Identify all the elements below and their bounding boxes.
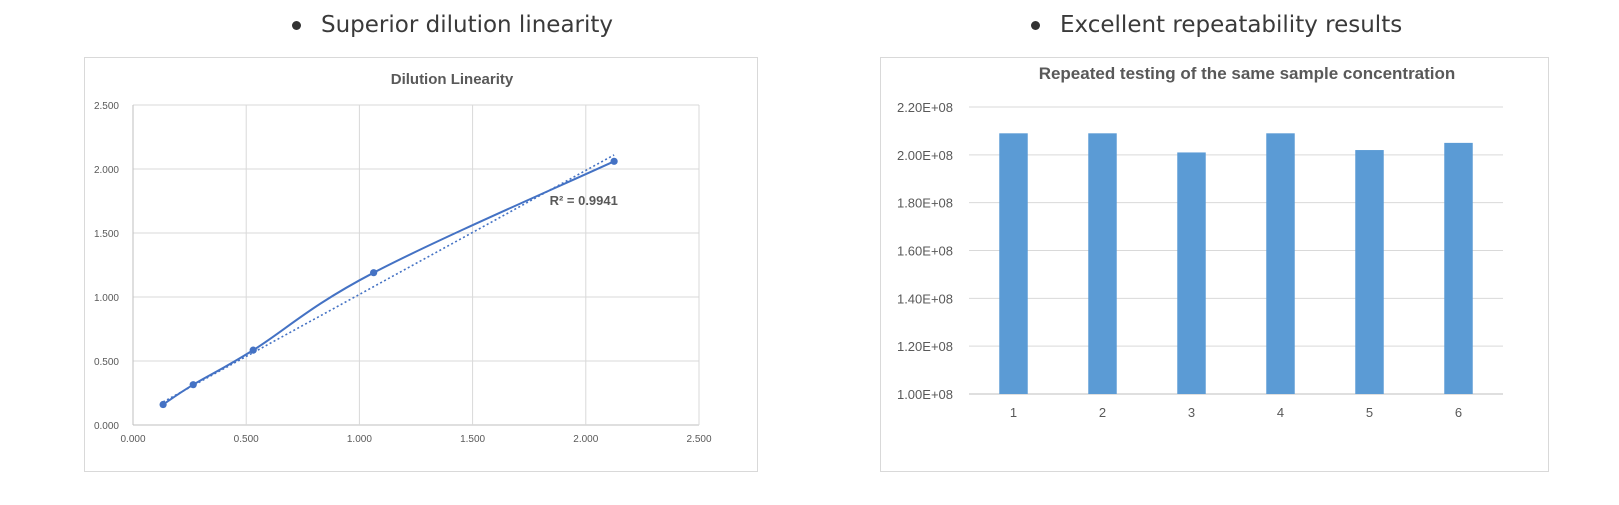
x-tick-label: 3 xyxy=(1188,405,1195,420)
bar xyxy=(1444,142,1473,394)
y-tick-label: 1.40E+08 xyxy=(897,291,953,306)
x-tick-label: 6 xyxy=(1455,405,1462,420)
r-squared-annotation: R² = 0.9941 xyxy=(550,193,618,208)
heading-text: Excellent repeatability results xyxy=(1060,12,1403,38)
y-tick-label: 1.20E+08 xyxy=(897,339,953,354)
repeatability-chart: Repeated testing of the same sample conc… xyxy=(880,57,1549,472)
data-point xyxy=(610,157,618,165)
x-tick-label: 0.000 xyxy=(120,434,145,445)
heading-dilution-linearity: Superior dilution linearity xyxy=(292,8,613,42)
dilution-linearity-plot: Dilution Linearity 0.000 0.500 1.000 1.500 2… xyxy=(94,71,712,445)
x-tick-label: 4 xyxy=(1277,405,1284,420)
x-tick-label: 1.500 xyxy=(460,434,485,445)
series-line xyxy=(162,160,615,406)
x-tick-label: 5 xyxy=(1366,405,1373,420)
y-tick-label: 1.00E+08 xyxy=(897,387,953,402)
bullet-icon xyxy=(292,20,301,30)
y-tick-label: 2.500 xyxy=(94,101,119,112)
y-tick-label: 1.60E+08 xyxy=(897,244,953,259)
y-tick-label: 2.00E+08 xyxy=(897,148,953,163)
bar xyxy=(1355,150,1384,394)
data-point xyxy=(189,381,197,389)
bullet-icon xyxy=(1031,20,1040,30)
chart-title: Repeated testing of the same sample conc… xyxy=(1039,64,1456,83)
data-point xyxy=(249,346,257,354)
x-tick-label: 0.500 xyxy=(234,434,259,445)
data-point xyxy=(159,400,167,409)
heading-text: Superior dilution linearity xyxy=(321,12,614,38)
x-tick-label: 2.000 xyxy=(573,434,598,445)
bar xyxy=(999,133,1028,394)
y-tick-label: 1.500 xyxy=(94,229,119,240)
x-tick-label: 1 xyxy=(1010,405,1017,420)
x-tick-label: 2 xyxy=(1099,405,1106,420)
y-tick-label: 1.000 xyxy=(94,293,119,304)
heading-repeatability: Excellent repeatability results xyxy=(1031,8,1402,42)
bar xyxy=(1177,152,1206,394)
bar xyxy=(1088,133,1117,394)
bar xyxy=(1266,133,1295,394)
repeatability-plot: Repeated testing of the same sample conc… xyxy=(897,64,1503,420)
y-tick-label: 1.80E+08 xyxy=(897,196,953,211)
y-tick-label: 0.000 xyxy=(94,421,119,432)
dilution-linearity-chart: Dilution Linearity 0.000 0.500 1.000 1.500 2… xyxy=(84,57,758,472)
chart-title: Dilution Linearity xyxy=(391,71,514,88)
y-tick-label: 0.500 xyxy=(94,357,119,368)
y-tick-label: 2.20E+08 xyxy=(897,100,953,115)
y-tick-label: 2.000 xyxy=(94,165,119,176)
x-tick-label: 2.500 xyxy=(686,434,711,445)
x-tick-label: 1.000 xyxy=(347,434,372,445)
data-point xyxy=(370,269,378,277)
